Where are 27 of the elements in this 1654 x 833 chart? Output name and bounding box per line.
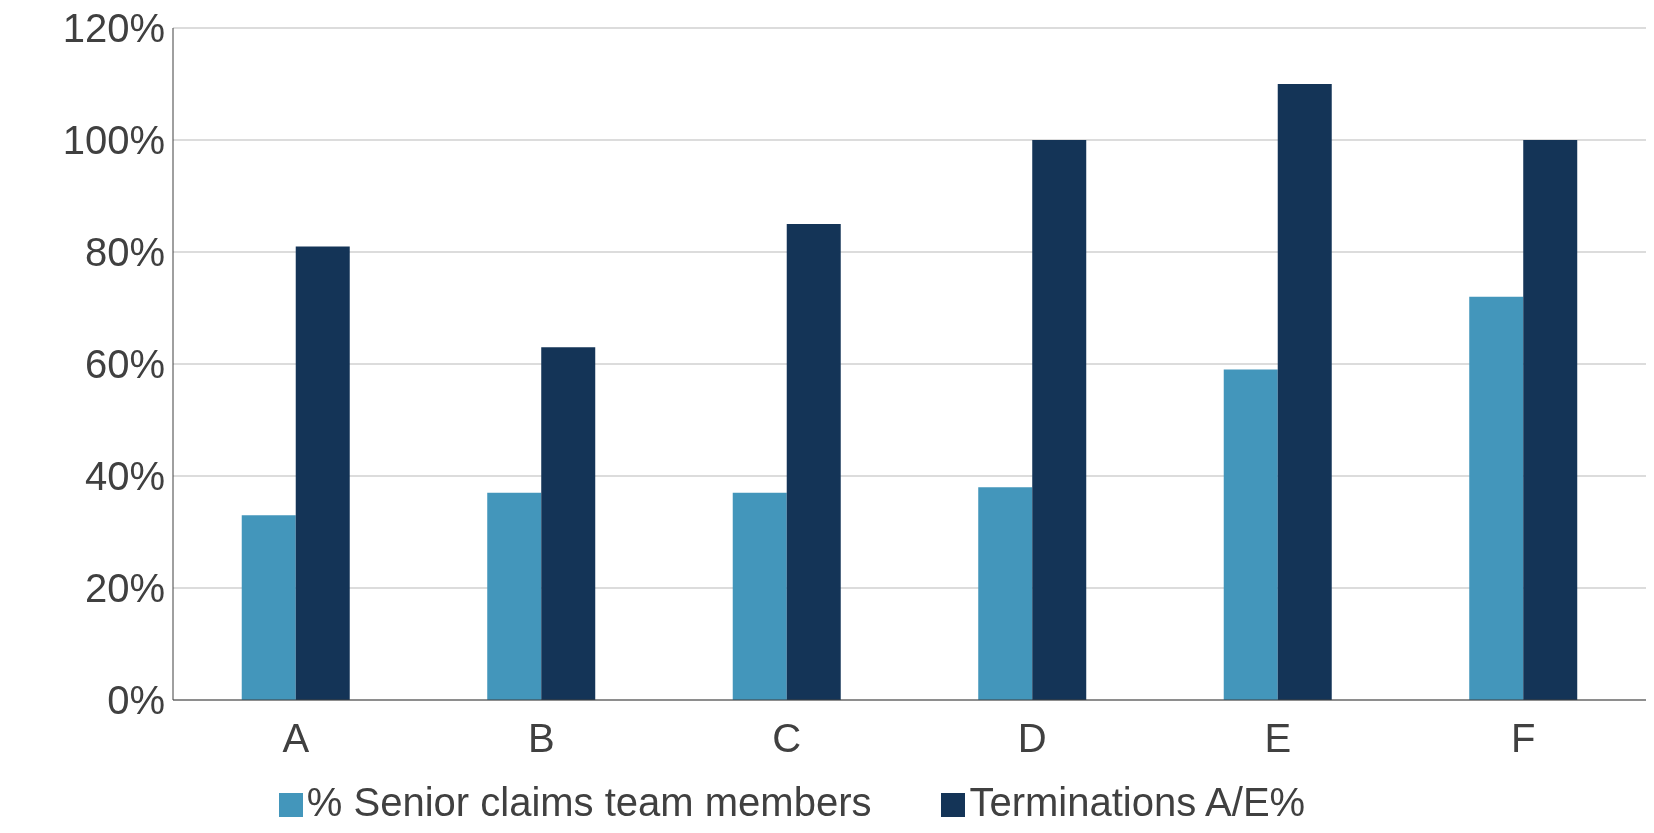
- bar: [786, 224, 841, 700]
- x-tick-label: F: [1511, 716, 1536, 761]
- bar: [1523, 140, 1578, 700]
- y-tick-label: 80%: [84, 230, 165, 275]
- x-tick-label: B: [527, 716, 555, 761]
- bar: [1223, 369, 1278, 700]
- legend-label: % Senior claims team members: [306, 780, 872, 824]
- y-tick-label: 0%: [107, 678, 165, 723]
- y-tick-label: 100%: [62, 118, 165, 163]
- x-tick-label: A: [282, 716, 310, 761]
- bar: [295, 246, 350, 700]
- y-tick-label: 40%: [84, 454, 165, 499]
- y-tick-label: 20%: [84, 566, 165, 611]
- bar: [241, 515, 296, 700]
- bar: [1032, 140, 1087, 700]
- bar: [1469, 296, 1524, 700]
- bar: [732, 492, 787, 700]
- bar: [1277, 84, 1332, 700]
- y-tick-label: 120%: [62, 6, 165, 51]
- bar: [487, 492, 542, 700]
- x-tick-label: C: [772, 716, 802, 761]
- legend-label: Terminations A/E%: [969, 780, 1306, 824]
- bar: [541, 347, 596, 700]
- x-tick-label: D: [1017, 716, 1047, 761]
- y-tick-label: 60%: [84, 342, 165, 387]
- x-tick-label: E: [1264, 716, 1292, 761]
- bar: [978, 487, 1033, 700]
